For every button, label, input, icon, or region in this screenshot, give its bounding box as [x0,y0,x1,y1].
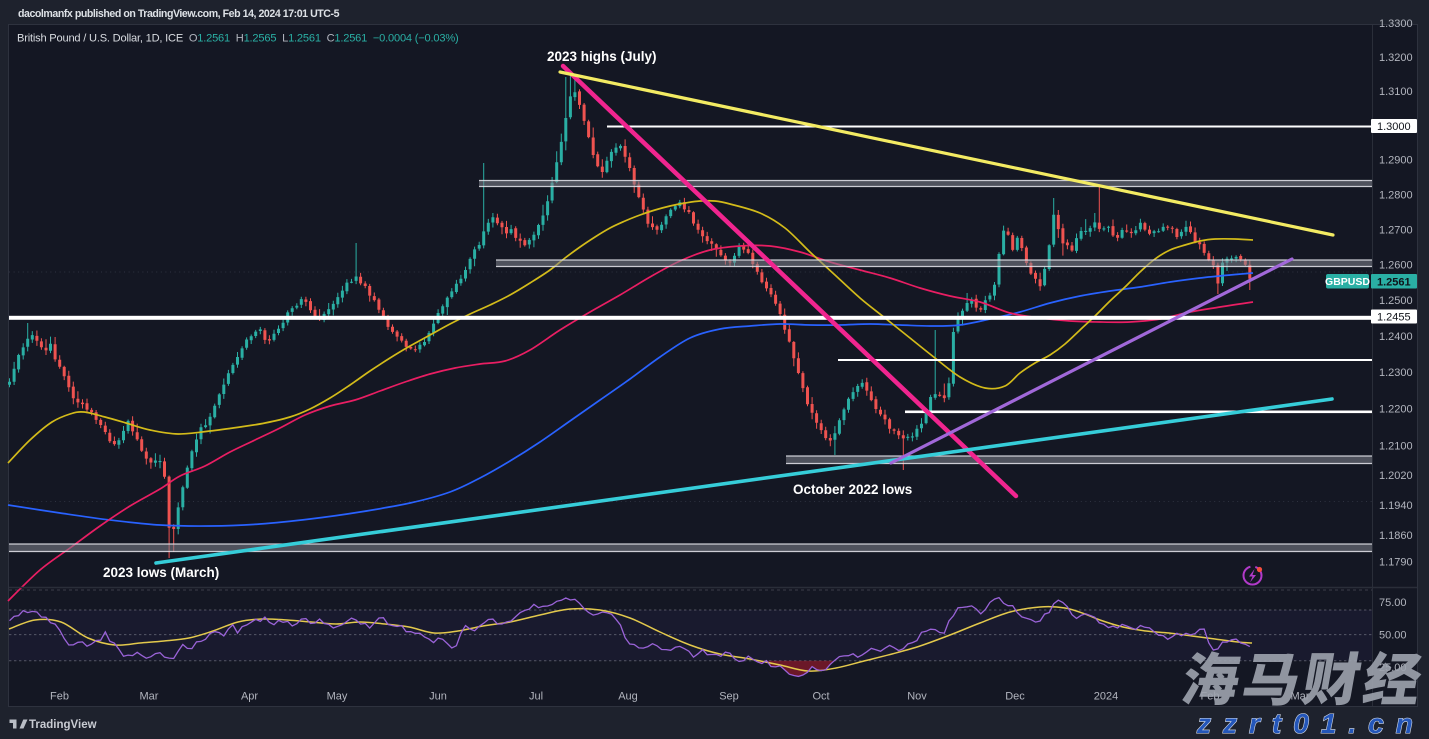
svg-text:dacolmanfx published on Tradin: dacolmanfx published on TradingView.com,… [18,8,340,20]
svg-text:Jun: Jun [429,691,447,703]
svg-text:2024: 2024 [1094,691,1118,703]
svg-text:1.2500: 1.2500 [1379,295,1413,307]
svg-text:2023 lows (March): 2023 lows (March) [103,565,219,580]
svg-text:Sep: Sep [719,691,739,703]
svg-text:1.3300: 1.3300 [1379,18,1413,30]
svg-text:May: May [327,691,348,703]
svg-text:1.2100: 1.2100 [1379,441,1413,453]
svg-text:October 2022 lows: October 2022 lows [793,482,912,497]
svg-text:Feb: Feb [50,691,69,703]
svg-text:50.00: 50.00 [1379,630,1407,642]
svg-text:1.1940: 1.1940 [1379,500,1413,512]
svg-text:1.2200: 1.2200 [1379,404,1413,416]
svg-text:1.2400: 1.2400 [1379,331,1413,343]
svg-text:1.3100: 1.3100 [1379,86,1413,98]
svg-text:TradingView: TradingView [29,719,97,731]
svg-text:Nov: Nov [907,691,927,703]
svg-text:GBPUSD: GBPUSD [1325,276,1370,288]
svg-text:British Pound / U.S. Dollar, 1: British Pound / U.S. Dollar, 1D, ICE O1.… [17,33,459,45]
svg-text:1.2455: 1.2455 [1377,312,1411,324]
svg-text:zzrt01.cn: zzrt01.cn [1196,708,1425,739]
svg-text:Oct: Oct [812,691,829,703]
svg-text:1.3000: 1.3000 [1377,121,1411,133]
svg-text:Mar: Mar [140,691,159,703]
svg-text:Aug: Aug [618,691,638,703]
svg-text:1.2561: 1.2561 [1377,276,1411,288]
svg-text:1.1790: 1.1790 [1379,556,1413,568]
svg-text:Jul: Jul [529,691,543,703]
svg-text:Dec: Dec [1005,691,1025,703]
svg-text:2023 highs (July): 2023 highs (July) [547,49,657,64]
svg-text:1.2600: 1.2600 [1379,260,1413,272]
svg-text:75.00: 75.00 [1379,597,1407,609]
svg-text:1.2020: 1.2020 [1379,470,1413,482]
svg-text:1.1860: 1.1860 [1379,530,1413,542]
svg-text:Apr: Apr [241,691,258,703]
svg-text:1.2800: 1.2800 [1379,189,1413,201]
svg-text:1.2300: 1.2300 [1379,367,1413,379]
svg-text:1.2700: 1.2700 [1379,224,1413,236]
svg-text:1.2900: 1.2900 [1379,155,1413,167]
svg-text:1.3200: 1.3200 [1379,52,1413,64]
